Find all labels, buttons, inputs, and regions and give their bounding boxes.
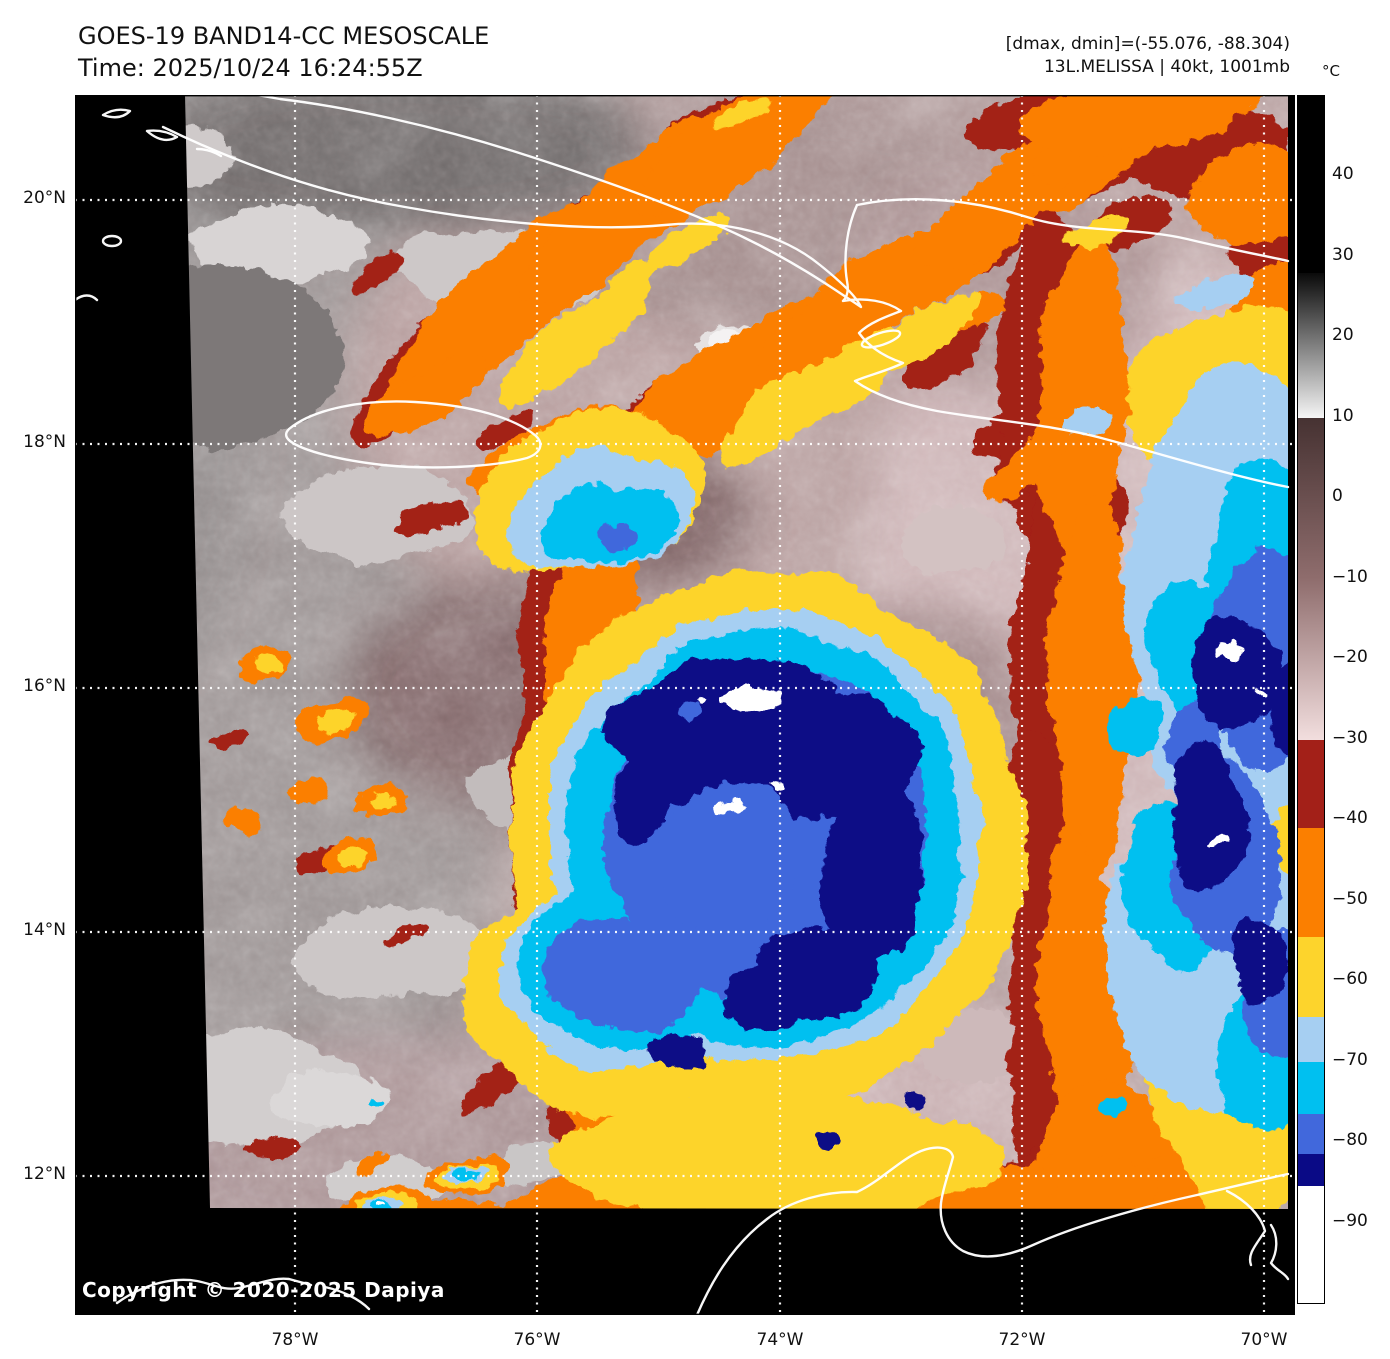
storm-id-readout: 13L.MELISSA | 40kt, 1001mb — [1043, 57, 1290, 77]
colorbar-tick: −70 — [1332, 1049, 1368, 1070]
colorbar-segment — [1298, 1113, 1324, 1155]
colorbar-tick: −40 — [1332, 808, 1368, 829]
coastline-colombia-west — [115, 1277, 371, 1311]
colorbar-tick: 10 — [1332, 405, 1354, 426]
lat-tick-label: 12°N — [23, 1164, 66, 1184]
lon-tick-label: 72°W — [998, 1330, 1046, 1350]
colorbar-tick: −10 — [1332, 566, 1368, 587]
coastlines — [75, 95, 1290, 1315]
colorbar-scale — [1298, 96, 1324, 1303]
lon-tick-label: 74°W — [756, 1330, 804, 1350]
page-title: GOES-19 BAND14-CC MESOSCALE Time: 2025/1… — [78, 20, 489, 84]
satellite-imagery — [75, 95, 1295, 1315]
colorbar — [1297, 95, 1325, 1304]
colorbar-segment — [1298, 828, 1324, 938]
coastline-jamaica — [284, 400, 542, 469]
colorbar-tick: −80 — [1332, 1130, 1368, 1151]
colorbar-segment — [1298, 273, 1324, 419]
colorbar-tick: −90 — [1332, 1210, 1368, 1231]
storm-info: [dmax, dmin]=(-55.076, -88.304) 13L.MELI… — [1006, 33, 1290, 79]
coastline-hispaniola-west-south — [841, 203, 1290, 489]
imagery-white-spots — [384, 647, 1266, 1209]
coastline-venezuela-bits — [1225, 1189, 1290, 1281]
coastline-cuba — [161, 95, 863, 309]
lon-tick-label: 70°W — [1240, 1330, 1288, 1350]
colorbar-segment — [1298, 96, 1324, 274]
colorbar-tick: 40 — [1332, 164, 1354, 185]
imagery-navy-layer — [604, 621, 1288, 1143]
coastline-gonave-island — [860, 329, 902, 349]
colorbar-segment — [1298, 417, 1324, 741]
colorbar-tick: 20 — [1332, 325, 1354, 346]
colorbar-segment — [1298, 1154, 1324, 1187]
colorbar-tick: −30 — [1332, 727, 1368, 748]
lon-tick-label: 76°W — [513, 1330, 561, 1350]
colorbar-segment — [1298, 1186, 1324, 1303]
graticule — [75, 95, 1295, 1315]
colorbar-tick: 30 — [1332, 244, 1354, 265]
coastline-cays — [75, 108, 223, 302]
title-line-2: Time: 2025/10/24 16:24:55Z — [78, 54, 423, 82]
dmax-dmin-readout: [dmax, dmin]=(-55.076, -88.304) — [1005, 34, 1290, 54]
colorbar-segment — [1298, 1061, 1324, 1115]
imagery-eye-region — [660, 703, 800, 933]
map-frame — [75, 95, 1295, 1315]
copyright-label: Copyright © 2020-2025 Dapiya — [82, 1278, 445, 1302]
coastline-south-america — [695, 1146, 1290, 1315]
coastline-hispaniola-north — [855, 198, 1290, 263]
lon-tick-label: 78°W — [271, 1330, 319, 1350]
satellite-map: Copyright © 2020-2025 Dapiya — [75, 95, 1295, 1315]
lat-tick-label: 18°N — [23, 432, 66, 452]
colorbar-tick: −60 — [1332, 969, 1368, 990]
colorbar-segment — [1298, 739, 1324, 829]
colorbar-segment — [1298, 936, 1324, 1018]
colorbar-tick: −20 — [1332, 647, 1368, 668]
colorbar-unit-label: °C — [1322, 62, 1340, 80]
colorbar-tick: 0 — [1332, 486, 1343, 507]
lat-tick-label: 16°N — [23, 676, 66, 696]
data-swath — [185, 95, 1288, 1209]
title-line-1: GOES-19 BAND14-CC MESOSCALE — [78, 22, 490, 50]
lat-tick-label: 14°N — [23, 920, 66, 940]
colorbar-segment — [1298, 1017, 1324, 1063]
colorbar-tick: −50 — [1332, 888, 1368, 909]
lat-tick-label: 20°N — [23, 188, 66, 208]
